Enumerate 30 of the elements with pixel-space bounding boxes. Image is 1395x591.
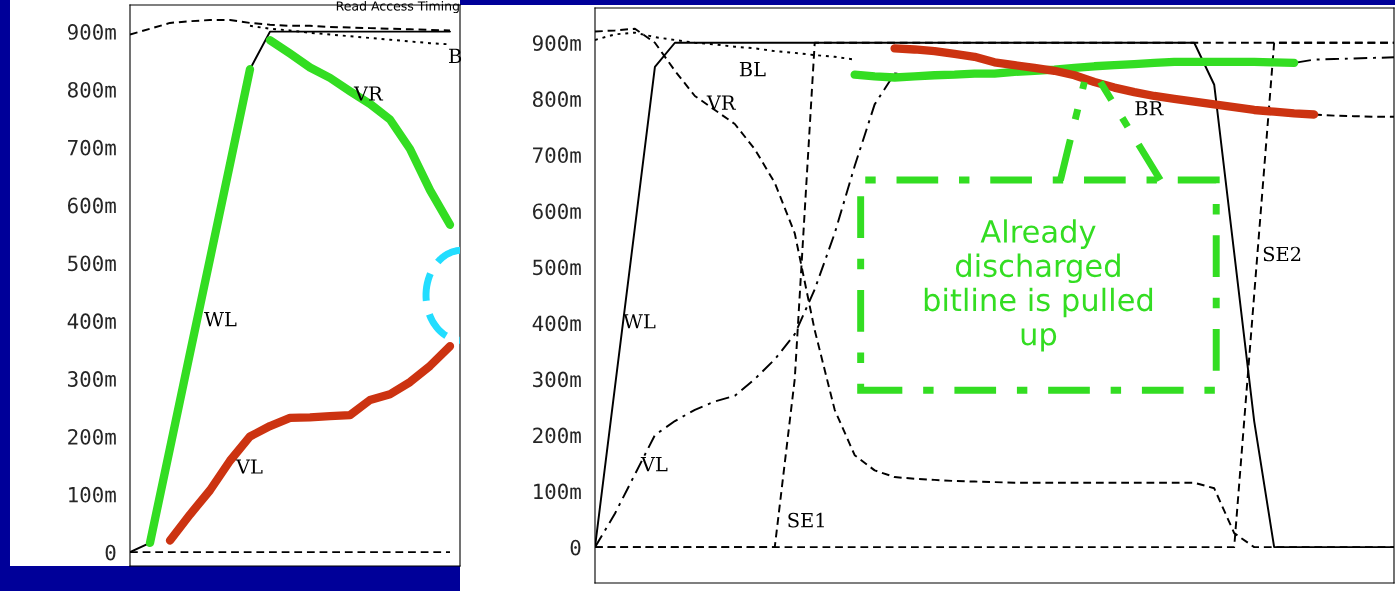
y-tick-label: 600m: [67, 197, 116, 214]
series-label: VL: [235, 459, 263, 474]
y-tick-label: 500m: [533, 259, 581, 276]
series-label: SE1: [788, 512, 824, 528]
series-label: BR: [1135, 101, 1164, 116]
annotation: Already discharged bitline is pulled up: [924, 219, 1153, 352]
y-tick-label: 200m: [68, 428, 116, 445]
y-tick-label: 900m: [67, 24, 116, 40]
series-label: VL: [640, 457, 668, 472]
y-tick-label: 400m: [532, 315, 581, 332]
y-tick-label: 300m: [533, 371, 581, 388]
series-label: VR: [706, 95, 737, 110]
chart-title: Read Access Timing: [336, 1, 459, 14]
y-tick-label: 400m: [67, 313, 116, 330]
y-tick-label: 500m: [68, 255, 116, 272]
y-tick-label: 200m: [533, 427, 581, 444]
y-tick-label: 700m: [68, 139, 116, 156]
y-tick-label: 800m: [67, 81, 116, 98]
y-tick-label: 100m: [69, 486, 116, 503]
y-tick-label: 600m: [532, 203, 581, 220]
series-label: BL: [739, 61, 766, 77]
y-tick-label: 800m: [532, 91, 581, 108]
y-tick-label: 0: [105, 544, 116, 561]
y-tick-label: 0: [570, 539, 581, 556]
y-tick-label: 700m: [533, 147, 581, 164]
series-label: WL: [204, 311, 237, 327]
y-tick-label: 300m: [68, 371, 116, 387]
series-label: SE2: [1263, 246, 1301, 262]
y-tick-label: 100m: [534, 483, 581, 500]
y-tick-label: 900m: [532, 35, 581, 52]
